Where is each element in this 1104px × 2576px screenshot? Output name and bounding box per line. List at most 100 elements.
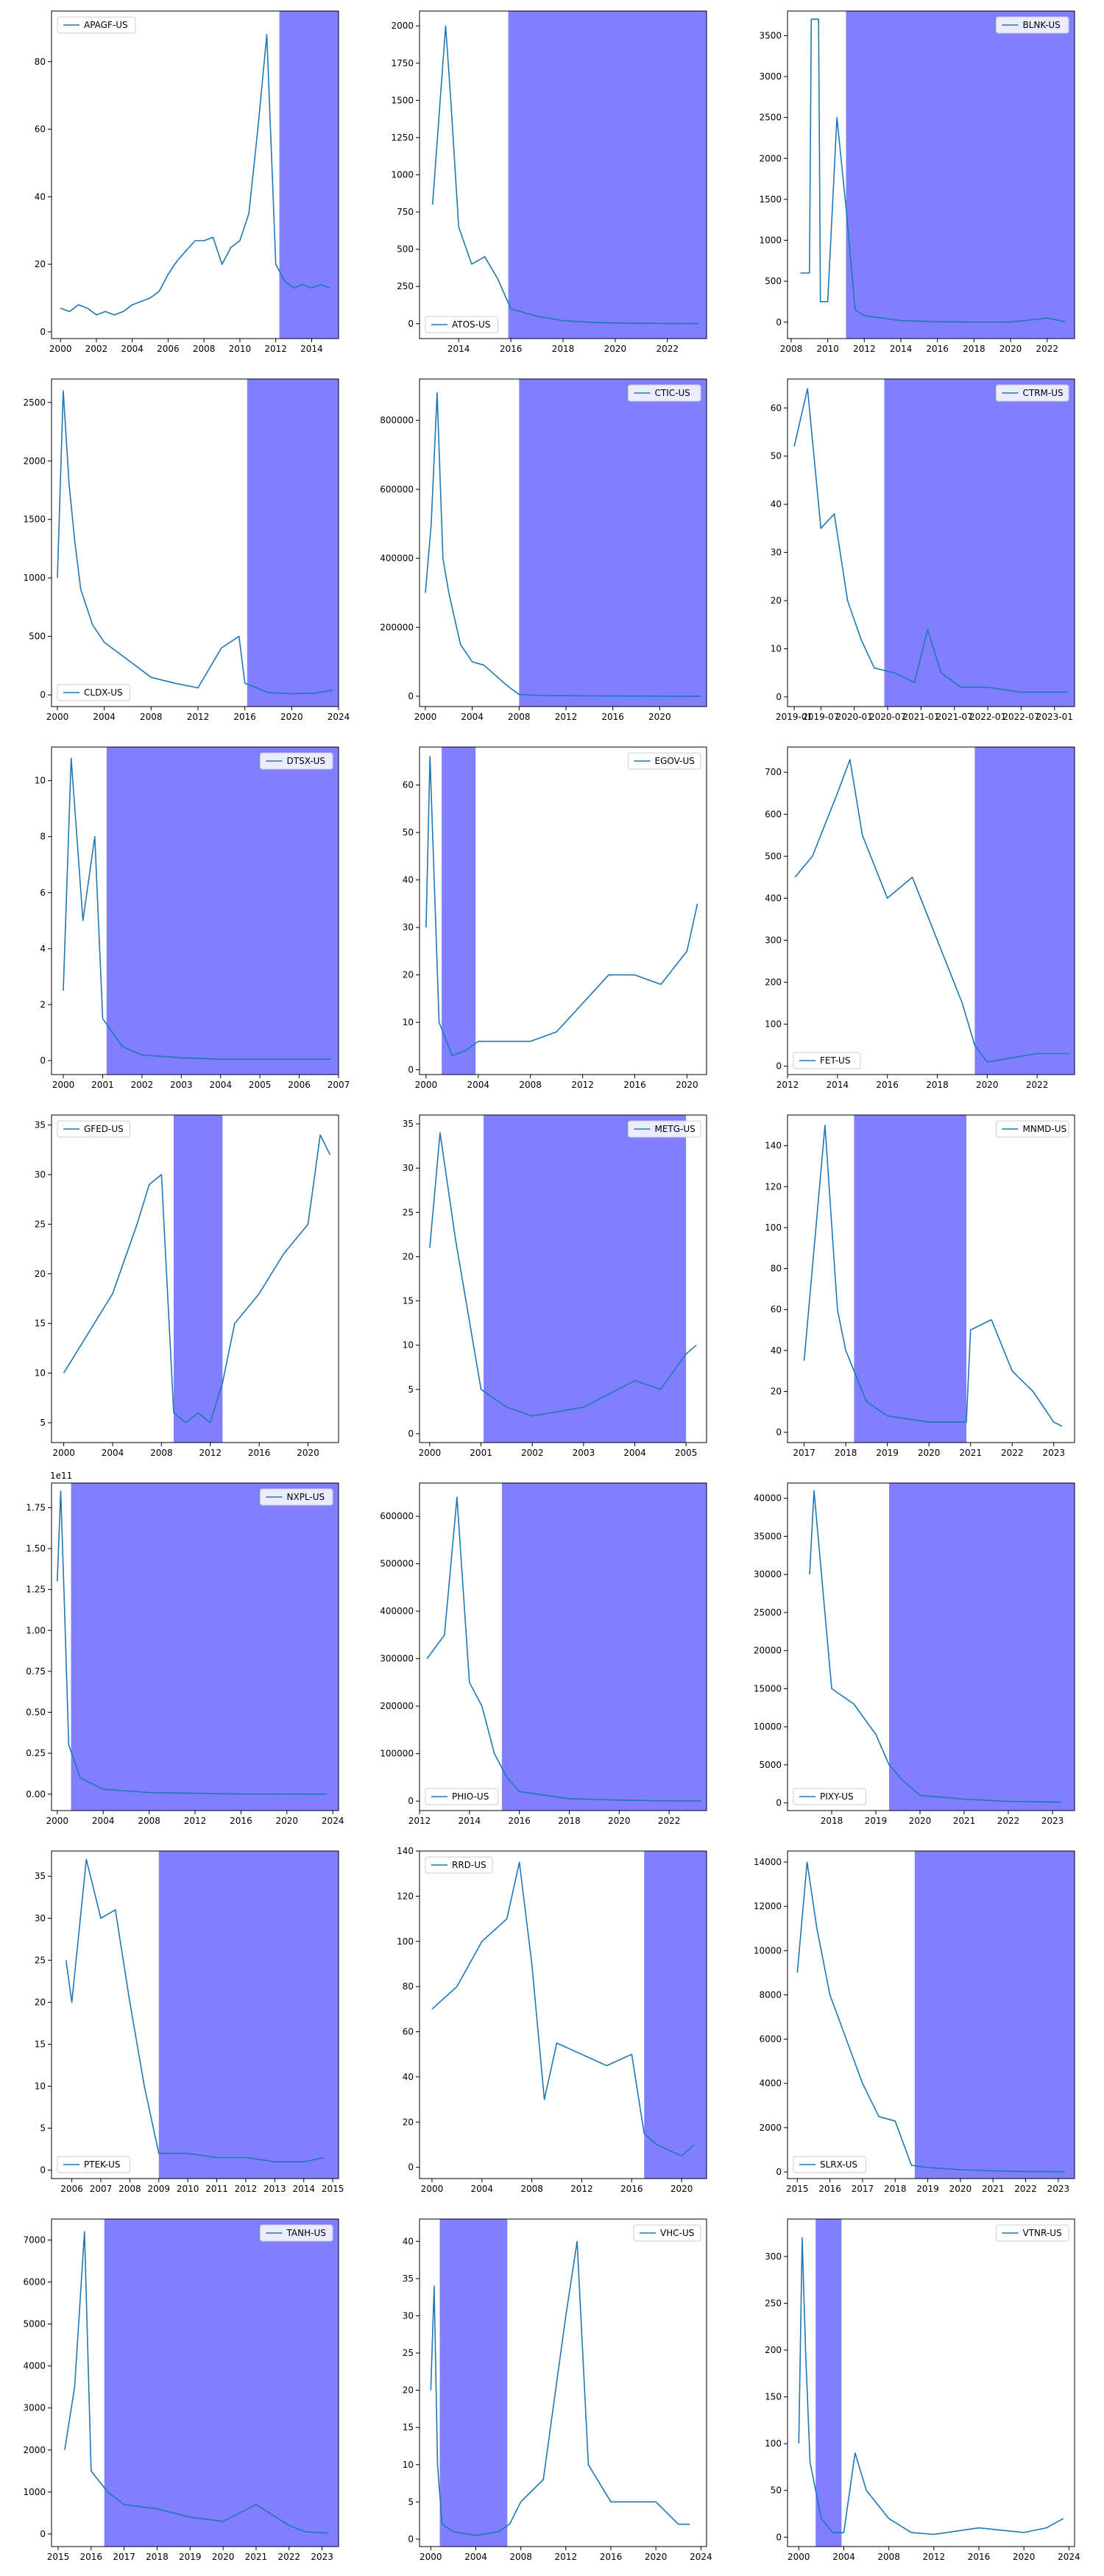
- chart-panel-tanh-us: 2015 2016 2017 2018 2019 2020 2021 2022 2023 0 100…: [23, 2218, 339, 2562]
- chart-svg-ptek-us: 2006 2007 2008 2009 2010 2011 2012 2013 2014 2015…: [35, 1850, 344, 2194]
- x-tick-label: 2000: [52, 1080, 75, 1090]
- y-tick-label: 250: [397, 281, 414, 291]
- legend: PTEK-US: [57, 2156, 130, 2173]
- y-tick-label: 1500: [23, 514, 46, 525]
- legend-label: METG-US: [655, 1124, 696, 1134]
- y-tick-label: 5000: [23, 2319, 46, 2329]
- y-tick-label: 800000: [380, 415, 414, 425]
- x-tick-label: 2021-07: [936, 712, 973, 722]
- y-tick-label: 0: [776, 1427, 782, 1437]
- x-tick-label: 2020: [608, 1816, 631, 1826]
- y-tick-label: 1250: [391, 132, 414, 143]
- chart-svg-cldx-us: 2000 2004 2008 2012 2016 2020 2024 0 500 1000 1500…: [23, 378, 350, 722]
- x-tick-label: 2022: [277, 2552, 300, 2562]
- y-tick-label: 2000: [23, 2445, 46, 2455]
- x-tick-label: 2018: [963, 344, 986, 354]
- x-tick-label: 2014: [459, 1816, 481, 1826]
- x-tick-label: 2004: [623, 1448, 646, 1458]
- chart-svg-gfed-us: 2000 2004 2008 2012 2016 2020 5 10 15 20 25 30 35 GFE…: [35, 1114, 339, 1458]
- y-tick-label: 15: [403, 1296, 414, 1306]
- y-tick-label: 1.75: [26, 1502, 46, 1512]
- shaded-region: [158, 1851, 339, 2179]
- chart-svg-ctrm-us: 2019-012019-072020-012020-072021-012021-…: [771, 378, 1075, 722]
- y-tick-label: 0: [40, 2529, 46, 2539]
- y-tick-label: 1000: [759, 236, 782, 246]
- x-tick-label: 2022-07: [1002, 712, 1039, 722]
- y-tick-label: 20000: [754, 1646, 782, 1656]
- chart-panel-dtsx-us: 2000 2001 2002 2003 2004 2005 2006 2007 0 2 4 6 8 10 D…: [35, 746, 350, 1090]
- y-tick-label: 0.00: [26, 1789, 46, 1800]
- y-tick-label: 15: [35, 2039, 46, 2049]
- x-tick-label: 2013: [263, 2184, 286, 2194]
- y-tick-label: 200: [765, 977, 782, 987]
- series-line: [57, 390, 333, 695]
- x-tick-label: 2016: [600, 2552, 623, 2562]
- chart-svg-rrd-us: 2000 2004 2008 2012 2016 2020 0 20 40 60 80 100 120 1…: [397, 1846, 707, 2194]
- y-tick-label: 1000: [23, 2487, 46, 2497]
- y-tick-label: 35: [35, 1871, 46, 1881]
- x-tick-label: 2015: [47, 2552, 70, 2562]
- x-tick-label: 2011: [205, 2184, 228, 2194]
- y-tick-label: 500000: [380, 1559, 414, 1569]
- legend-label: SLRX-US: [820, 2159, 857, 2170]
- x-tick-label: 2021: [982, 2184, 1005, 2194]
- y-tick-label: 750: [397, 207, 414, 217]
- x-tick-label: 2000: [46, 712, 69, 722]
- x-tick-label: 2004: [93, 712, 116, 722]
- y-tick-label: 300: [765, 935, 782, 945]
- x-tick-label: 2000: [414, 712, 437, 722]
- y-tick-label: 1000: [391, 170, 414, 180]
- y-tick-label: 0: [776, 2532, 782, 2542]
- y-offset-label: 1e11: [50, 1471, 72, 1481]
- plot-frame: [787, 746, 1075, 1075]
- x-tick-label: 2016: [80, 2552, 103, 2562]
- y-tick-label: 1.00: [26, 1625, 46, 1635]
- legend-label: VHC-US: [660, 2228, 694, 2238]
- y-tick-label: 10: [403, 1340, 414, 1351]
- y-tick-label: 0: [40, 1055, 46, 1066]
- y-tick-label: 20: [35, 1997, 46, 2007]
- y-tick-label: 25: [403, 1207, 414, 1217]
- legend-label: RRD-US: [452, 1860, 486, 1870]
- plot-frame: [51, 1850, 339, 2179]
- y-tick-label: 0: [408, 2162, 414, 2173]
- y-tick-label: 10: [771, 643, 782, 654]
- x-tick-label: 2018: [926, 1080, 949, 1090]
- x-tick-label: 2019: [179, 2552, 202, 2562]
- y-tick-label: 60: [35, 124, 46, 135]
- x-tick-label: 2018: [552, 344, 575, 354]
- series-line: [794, 759, 1070, 1063]
- y-tick-label: 15: [403, 2422, 414, 2432]
- x-tick-label: 2020: [280, 712, 303, 722]
- x-tick-label: 2023-01: [1036, 712, 1073, 722]
- plot-frame: [51, 1114, 339, 1443]
- x-tick-label: 2012: [235, 2184, 258, 2194]
- x-tick-label: 2018: [835, 1448, 857, 1458]
- x-tick-label: 2010: [816, 344, 839, 354]
- y-tick-label: 80: [35, 57, 46, 67]
- shaded-region: [173, 1115, 223, 1443]
- y-tick-label: 150: [765, 2392, 782, 2402]
- x-tick-label: 2012: [571, 1080, 594, 1090]
- legend: EGOV-US: [628, 752, 701, 770]
- y-tick-label: 30000: [754, 1569, 782, 1579]
- x-tick-label: 2000: [420, 2552, 442, 2562]
- x-tick-label: 2010: [229, 344, 252, 354]
- legend: CTIC-US: [628, 384, 701, 402]
- x-tick-label: 2018: [884, 2184, 907, 2194]
- x-tick-label: 2023: [311, 2552, 333, 2562]
- legend-label: EGOV-US: [655, 756, 695, 766]
- x-tick-label: 2006: [157, 344, 180, 354]
- x-tick-label: 2016: [508, 1816, 531, 1826]
- x-tick-label: 2024: [1058, 2552, 1080, 2562]
- y-tick-label: 120: [765, 1181, 782, 1192]
- chart-panel-blnk-us: 2008 2010 2012 2014 2016 2018 2020 2022 0 500 1000…: [759, 10, 1075, 354]
- chart-svg-phio-us: 2012 2014 2016 2018 2020 2022 0 100000 200000 300…: [380, 1482, 707, 1826]
- y-tick-label: 0: [776, 692, 782, 702]
- chart-panel-pixy-us: 2018 2019 2020 2021 2022 2023 0 5000 10000 15000 2…: [754, 1482, 1075, 1826]
- x-tick-label: 2014: [447, 344, 470, 354]
- series-line: [65, 1858, 325, 2163]
- y-tick-label: 20: [771, 1386, 782, 1396]
- y-tick-label: 0.25: [26, 1748, 46, 1758]
- y-tick-label: 500: [397, 244, 414, 255]
